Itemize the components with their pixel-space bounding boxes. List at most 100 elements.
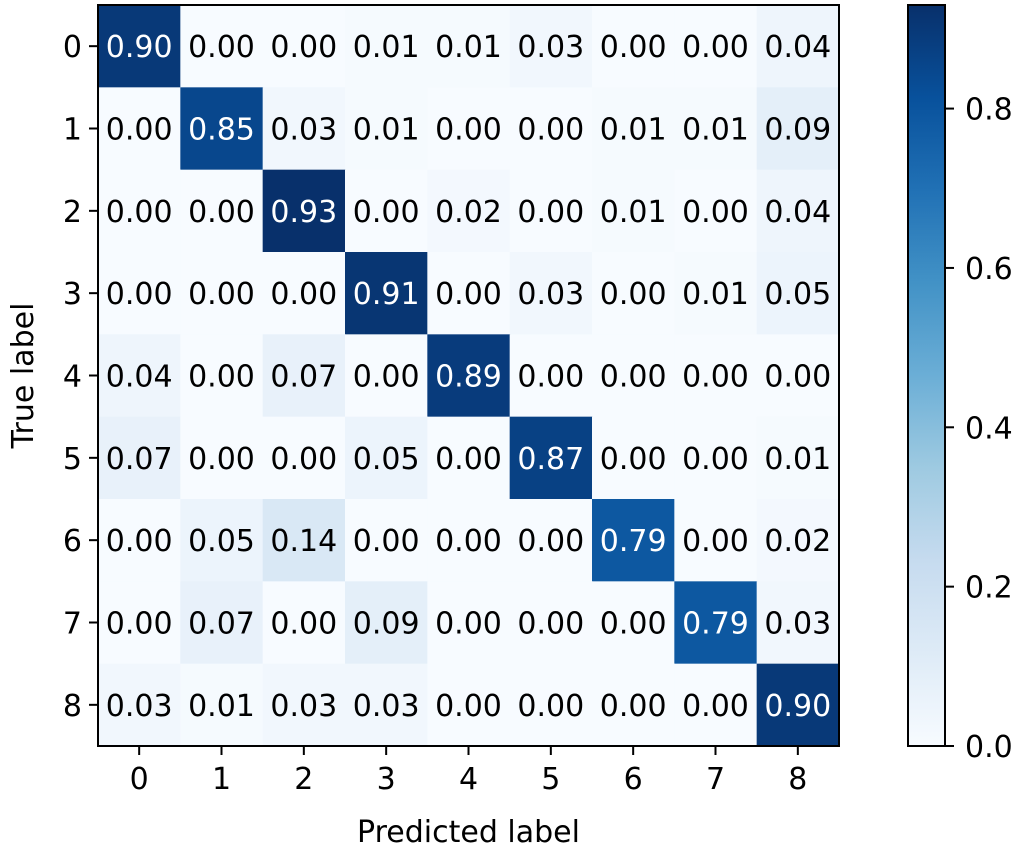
heatmap-cell (345, 499, 428, 582)
cell-value-label: 0.01 (353, 113, 420, 148)
heatmap-cells (98, 5, 840, 747)
heatmap-cell (98, 499, 181, 582)
x-axis-ticks: 0 1 2 3 4 5 6 7 8 (130, 746, 807, 797)
cell-value-label: 0.00 (353, 524, 420, 559)
cell-value-label: 0.01 (188, 689, 255, 724)
cell-value-label: 0.00 (188, 195, 255, 230)
heatmap-cell (427, 169, 511, 253)
colorbar: 0.0 0.2 0.4 0.6 0.8 (907, 4, 1013, 765)
cell-value-label: 0.00 (600, 360, 667, 395)
heatmap-cell (674, 663, 758, 747)
heatmap-cell (262, 334, 346, 418)
cell-value-label: 0.79 (682, 607, 749, 642)
cell-value-label: 0.79 (600, 524, 667, 559)
cell-value-label: 0.03 (270, 689, 337, 724)
cell-value-label: 0.00 (435, 607, 502, 642)
cell-value-label: 0.03 (270, 113, 337, 148)
heatmap-cell (509, 169, 593, 253)
heatmap-cell (427, 416, 511, 500)
y-tick-label: 8 (63, 689, 82, 724)
y-tick-label: 6 (63, 524, 82, 559)
x-tick-label: 3 (377, 762, 396, 797)
x-axis-title: Predicted label (357, 815, 580, 850)
cell-value-label: 0.00 (517, 689, 584, 724)
heatmap-cell (262, 5, 346, 88)
heatmap-cell (262, 87, 346, 171)
cell-value-label: 0.00 (600, 442, 667, 477)
heatmap-cell (674, 581, 758, 665)
heatmap-cell (262, 169, 346, 253)
heatmap-cell (345, 87, 428, 171)
heatmap-cell (345, 169, 428, 253)
heatmap-cell (262, 663, 346, 747)
heatmap-cell (592, 87, 675, 171)
cell-value-label: 0.03 (353, 689, 420, 724)
colorbar-gradient (908, 5, 945, 746)
cell-value-label: 0.00 (270, 442, 337, 477)
cell-value-label: 0.05 (353, 442, 420, 477)
x-tick-label: 5 (541, 762, 560, 797)
cell-value-label: 0.00 (517, 607, 584, 642)
heatmap-cell (345, 5, 428, 88)
heatmap-cell (262, 416, 346, 500)
cell-value-label: 0.01 (764, 442, 831, 477)
heatmap-cell (674, 334, 758, 418)
heatmap-cell (180, 87, 264, 171)
heatmap-cell (592, 252, 675, 335)
heatmap-cell (345, 416, 428, 500)
colorbar-tick-label: 0.8 (965, 93, 1013, 128)
cell-value-label: 0.04 (764, 30, 831, 65)
heatmap-cell (509, 252, 593, 335)
heatmap-cell (592, 581, 675, 665)
colorbar-frame (907, 4, 946, 747)
cell-value-label: 0.00 (517, 195, 584, 230)
heatmap-cell (180, 581, 264, 665)
heatmap-cell (592, 499, 675, 582)
y-axis-title: True label (6, 303, 41, 450)
y-tick-label: 2 (63, 195, 82, 230)
x-tick-label: 7 (706, 762, 725, 797)
cell-value-label: 0.00 (435, 442, 502, 477)
heatmap-cell (427, 5, 511, 88)
heatmap-cell (427, 663, 511, 747)
heatmap-cell (674, 87, 758, 171)
cell-value-label: 0.00 (188, 30, 255, 65)
y-tick-label: 7 (63, 607, 82, 642)
cell-value-label: 0.00 (270, 607, 337, 642)
x-tick-label: 4 (459, 762, 478, 797)
cell-value-label: 0.03 (764, 607, 831, 642)
cell-value-label: 0.00 (600, 689, 667, 724)
heatmap-cell (180, 416, 264, 500)
cell-value-label: 0.00 (517, 113, 584, 148)
cell-value-label: 0.07 (106, 442, 173, 477)
heatmap-cell (427, 252, 511, 335)
cell-value-label: 0.01 (435, 30, 502, 65)
cell-value-label: 0.00 (435, 524, 502, 559)
cell-value-label: 0.00 (764, 360, 831, 395)
heatmap-cell (509, 5, 593, 88)
y-tick-label: 1 (63, 113, 82, 148)
cell-value-label: 0.04 (106, 360, 173, 395)
y-tick-label: 0 (63, 30, 82, 65)
cell-value-label: 0.00 (600, 30, 667, 65)
cell-value-label: 0.00 (682, 360, 749, 395)
cell-value-label: 0.00 (188, 442, 255, 477)
cell-value-label: 0.90 (106, 30, 173, 65)
heatmap-cell (592, 416, 675, 500)
heatmap-cell (509, 499, 593, 582)
heatmap-cell (756, 5, 840, 88)
heatmap-cell (98, 334, 181, 418)
cell-value-label: 0.00 (682, 689, 749, 724)
cell-value-label: 0.90 (764, 689, 831, 724)
cell-value-label: 0.07 (188, 607, 255, 642)
heatmap-cell (98, 5, 181, 88)
heatmap-cell (345, 663, 428, 747)
heatmap-cell (262, 252, 346, 335)
heatmap-cell (262, 581, 346, 665)
cell-value-label: 0.87 (517, 442, 584, 477)
heatmap-cell (427, 87, 511, 171)
cell-value-label: 0.00 (106, 113, 173, 148)
cell-value-label: 0.00 (353, 360, 420, 395)
y-tick-label: 4 (63, 360, 82, 395)
